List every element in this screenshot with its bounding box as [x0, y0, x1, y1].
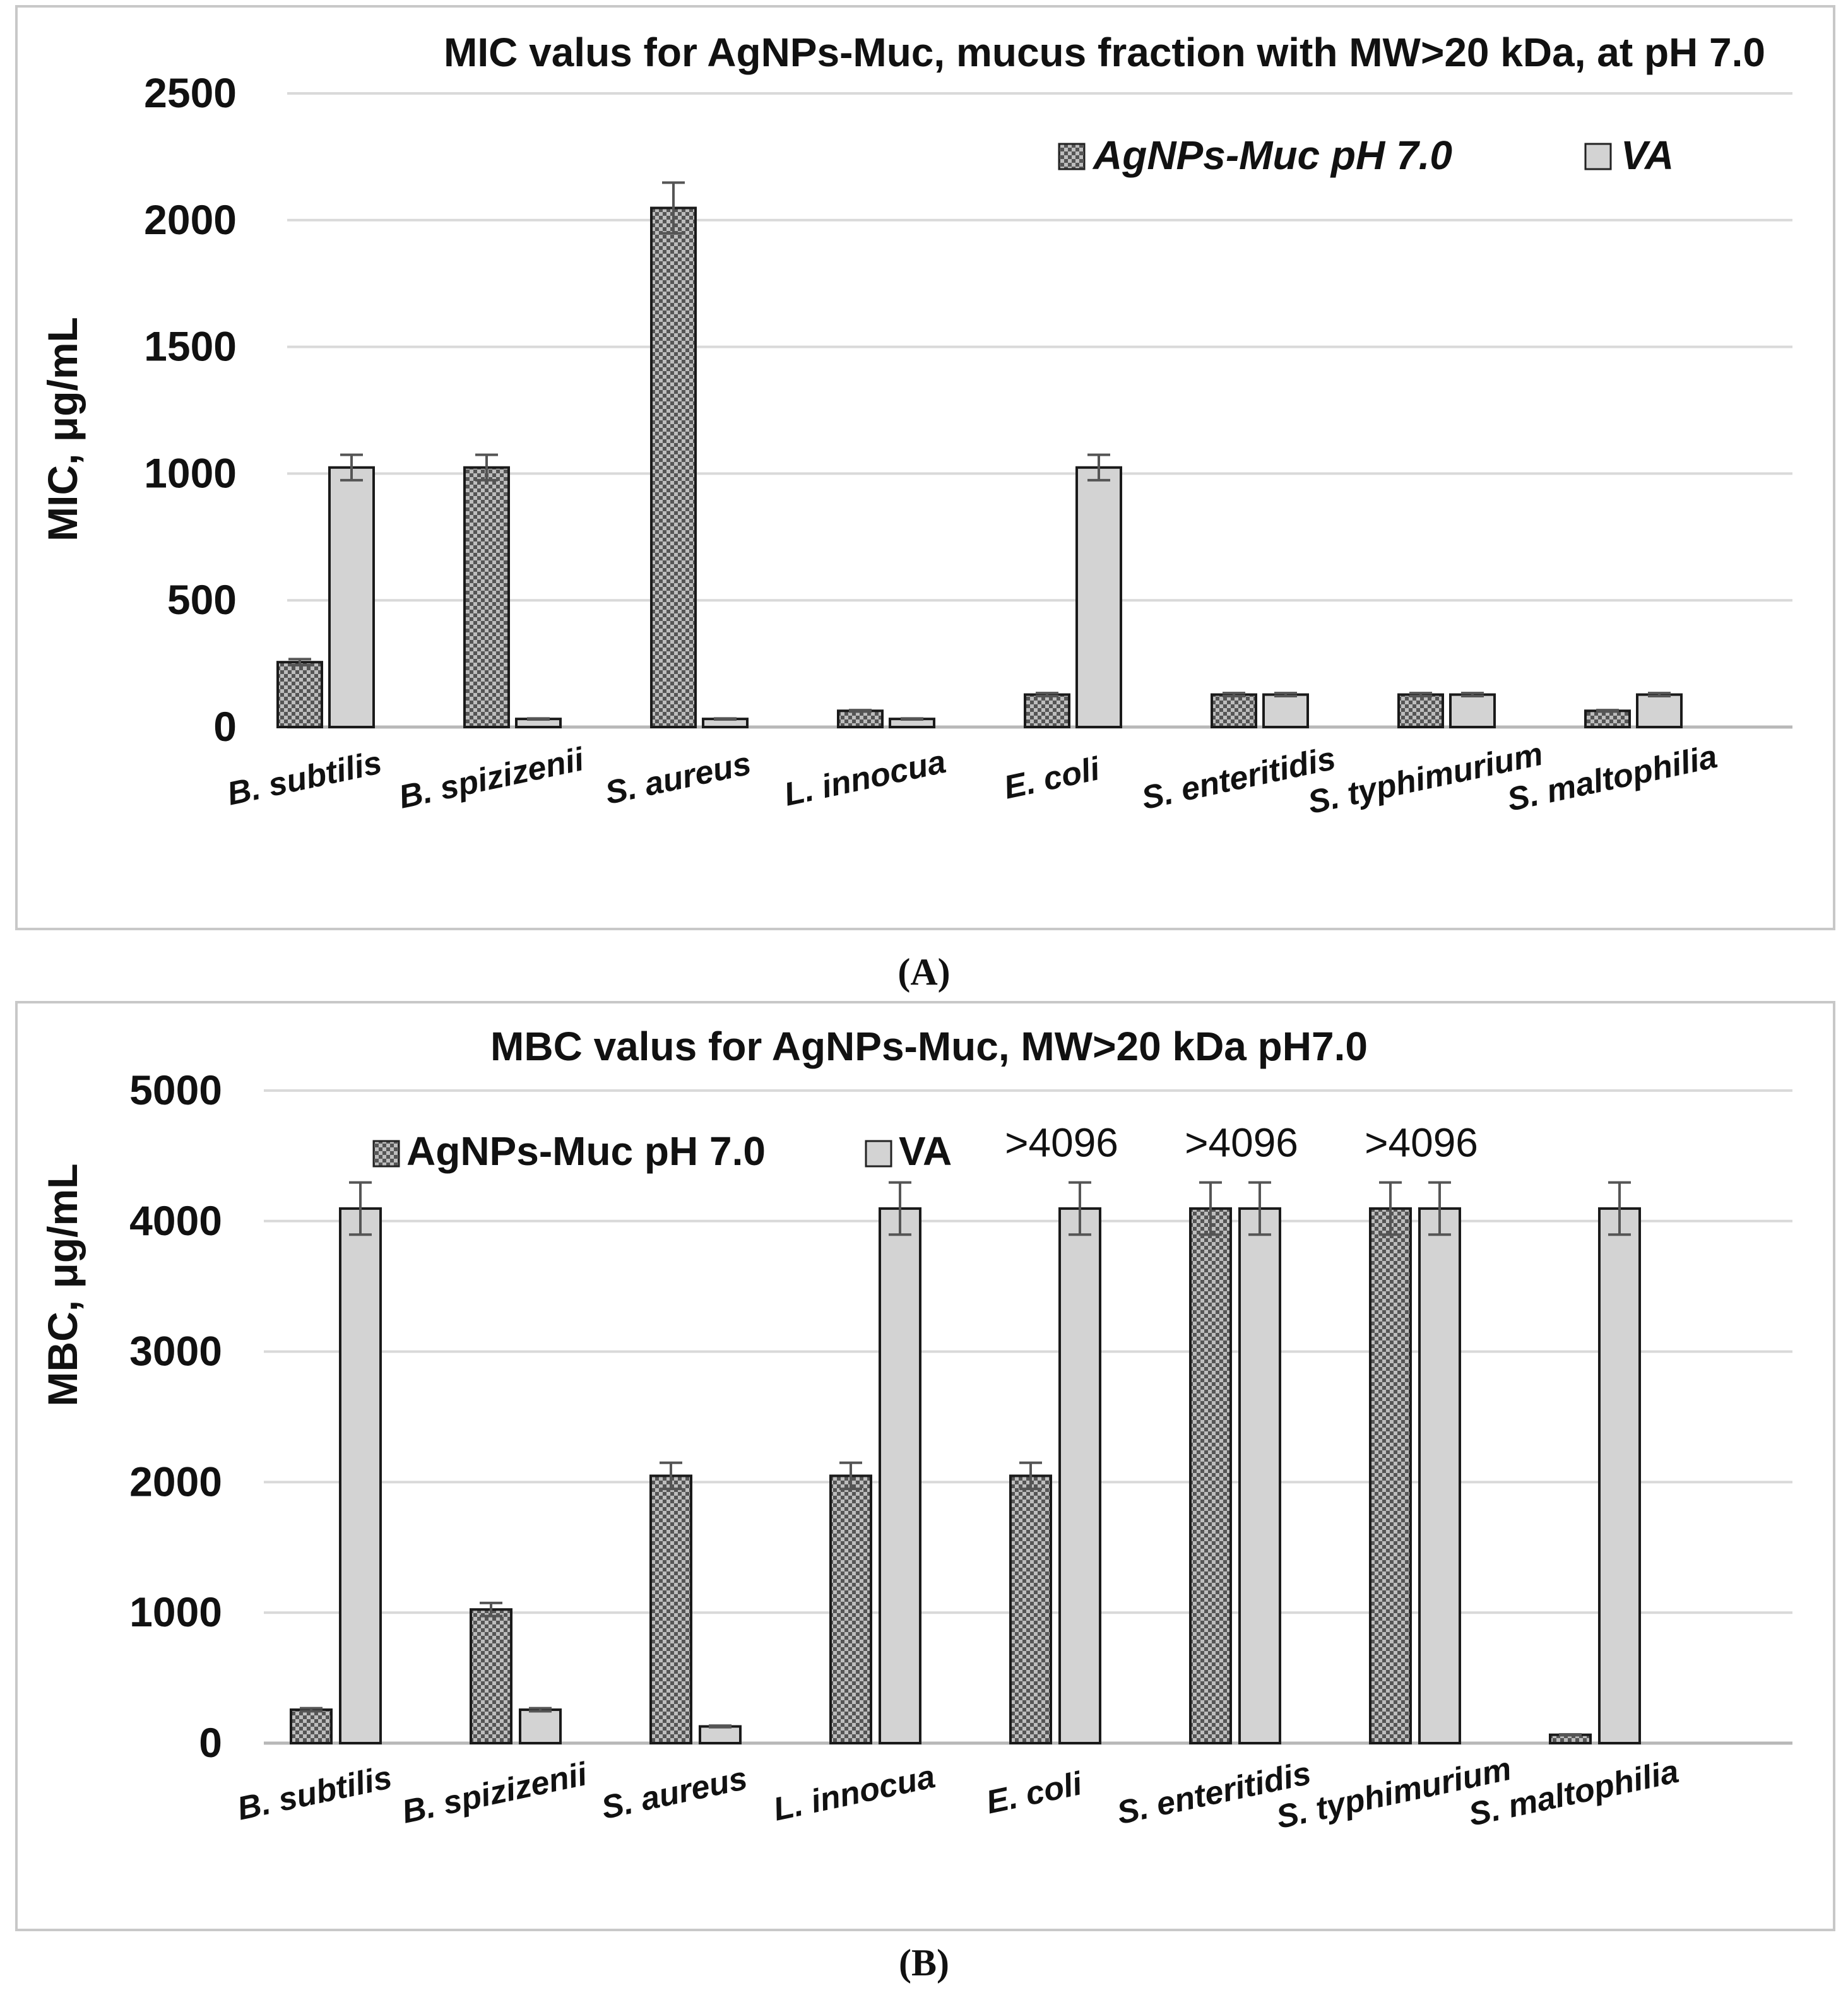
bar-va [1636, 693, 1683, 729]
bar-va [1075, 466, 1122, 728]
bar-va [1058, 1207, 1101, 1744]
y-tick-label: 500 [167, 576, 237, 623]
bar-agnps [837, 709, 884, 729]
panel-b-title: MBC valus for AgNPs-Muc, MW>20 kDa pH7.0 [490, 1024, 1368, 1069]
legend-swatch-va [865, 1140, 892, 1168]
bar-va [339, 1207, 382, 1744]
legend-swatch-agnps [372, 1140, 400, 1168]
y-tick-label: 0 [213, 703, 237, 750]
bar-va [328, 466, 375, 728]
panel-b-label: (B) [899, 1942, 949, 1984]
bar-va [1598, 1207, 1641, 1744]
bar-va [1449, 693, 1496, 729]
bar-agnps [276, 661, 323, 729]
y-tick-label: 1500 [144, 323, 237, 370]
annotation-label: >4096 [1005, 1120, 1118, 1166]
y-tick-label: 1000 [144, 449, 237, 496]
panel-b-annotations: >4096 >4096 >4096 [1005, 1120, 1478, 1166]
legend-label-agnps: AgNPs-Muc pH 7.0 [1092, 133, 1452, 178]
bar-agnps [1009, 1474, 1052, 1745]
bar-va [879, 1207, 921, 1744]
bar-agnps [463, 466, 510, 728]
y-tick-label: 1000 [129, 1589, 222, 1635]
panel-a-label: (A) [897, 951, 950, 993]
legend-label-va: VA [899, 1128, 952, 1174]
bar-agnps [1584, 709, 1631, 729]
panel-b-legend: AgNPs-Muc pH 7.0 VA [372, 1128, 952, 1174]
panel-a-frame [15, 5, 1835, 930]
bar-va [1418, 1207, 1461, 1744]
bar-agnps [470, 1608, 512, 1745]
bar-agnps [290, 1708, 333, 1744]
panel-b-frame [15, 1001, 1835, 1931]
panel-b-bars [290, 1181, 1641, 1745]
legend-label-va: VA [1621, 133, 1674, 178]
bar-va [699, 1725, 742, 1744]
bar-va [519, 1708, 562, 1744]
panel-a-title: MIC valus for AgNPs-Muc, mucus fraction … [444, 30, 1765, 75]
bar-agnps [1189, 1207, 1232, 1744]
bar-va [1262, 693, 1309, 729]
panel-a-yticks: 0 500 1000 1500 2000 2500 [144, 69, 237, 750]
y-tick-label: 3000 [129, 1328, 222, 1375]
y-tick-label: 2500 [144, 69, 237, 116]
bar-va [1238, 1207, 1281, 1744]
bar-agnps [649, 1474, 692, 1745]
panel-a: MIC valus for AgNPs-Muc, mucus fraction … [15, 5, 1835, 993]
bar-agnps [650, 206, 697, 728]
panel-a-ylabel: MIC, μg/mL [39, 317, 86, 541]
y-tick-label: 0 [199, 1719, 222, 1766]
y-tick-label: 4000 [129, 1197, 222, 1244]
bar-agnps [1024, 693, 1070, 729]
bar-agnps [1211, 693, 1257, 729]
panel-b: MBC valus for AgNPs-Muc, MW>20 kDa pH7.0… [15, 1001, 1835, 1984]
legend-swatch-agnps [1058, 143, 1086, 170]
bar-agnps [1397, 693, 1444, 729]
annotation-label: >4096 [1365, 1120, 1478, 1166]
annotation-label: >4096 [1185, 1120, 1298, 1166]
panel-a-bars [276, 181, 1683, 729]
y-tick-label: 5000 [129, 1067, 222, 1113]
panel-a-legend: AgNPs-Muc pH 7.0 VA [1058, 133, 1674, 178]
bar-agnps [1369, 1207, 1412, 1744]
panel-b-yticks: 0 1000 2000 3000 4000 5000 [129, 1067, 222, 1766]
legend-label-agnps: AgNPs-Muc pH 7.0 [406, 1128, 766, 1174]
legend-swatch-va [1584, 143, 1612, 170]
y-tick-label: 2000 [129, 1458, 222, 1505]
bar-agnps [829, 1474, 872, 1745]
panel-b-ylabel: MBC, μg/mL [39, 1163, 86, 1406]
y-tick-label: 2000 [144, 196, 237, 243]
